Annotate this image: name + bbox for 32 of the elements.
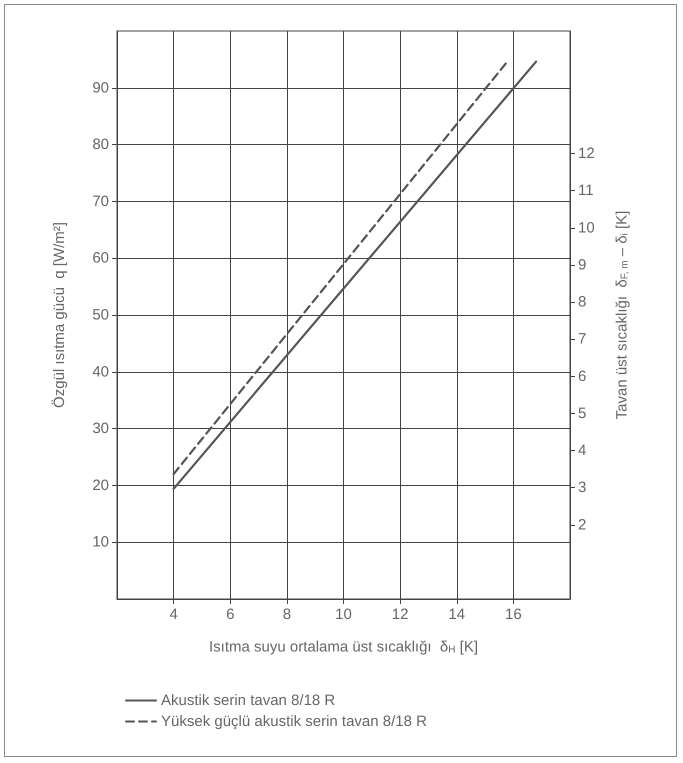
x-tick-label: 10 <box>335 606 352 623</box>
x-tick-label: 6 <box>226 606 234 623</box>
legend-label: Akustik serin tavan 8/18 R <box>161 692 336 709</box>
x-tick-label: 8 <box>282 606 292 623</box>
y2-tick-label: 9 <box>578 256 586 274</box>
x-axis-title: Isıtma suyu ortalama üst sıcaklığı δH [K] <box>208 638 478 656</box>
y-tick-label: 80 <box>92 136 109 154</box>
x-tick-label: 14 <box>448 606 466 623</box>
y-tick-label: 30 <box>92 420 109 438</box>
y2-tick-label: 8 <box>578 294 586 311</box>
y-tick-label: 60 <box>92 250 109 267</box>
y2-tick-label: 6 <box>578 368 586 385</box>
y2-tick-label: 2 <box>578 516 586 534</box>
y2-tick-label: 11 <box>578 182 594 200</box>
y2-tick-label: 7 <box>578 330 586 348</box>
y2-tick-label: 12 <box>578 145 595 162</box>
y-tick-label: 70 <box>92 192 109 210</box>
x-tick-label: 12 <box>392 606 408 623</box>
y2-axis-title: Tavan üst sıcaklığı δF, m – δi [K] <box>614 210 630 420</box>
y-tick-label: 90 <box>92 79 109 96</box>
y-tick-label: 20 <box>92 476 109 494</box>
x-tick-label: 4 <box>169 606 178 623</box>
y2-tick-label: 4 <box>578 442 586 460</box>
y2-tick-label: 3 <box>578 479 586 496</box>
y-axis-title: Özgül ısıtma gücü q [W/m²] <box>51 222 68 408</box>
legend-label: Yüksek güçlü akustik serin tavan 8/18 R <box>161 713 428 730</box>
x-tick-label: 16 <box>505 606 522 623</box>
y2-tick-label: 10 <box>578 219 595 236</box>
y-tick-label: 40 <box>92 363 109 380</box>
y2-tick-label: 5 <box>578 404 586 422</box>
y-tick-label: 10 <box>92 534 109 551</box>
y-tick-label: 50 <box>92 306 109 324</box>
